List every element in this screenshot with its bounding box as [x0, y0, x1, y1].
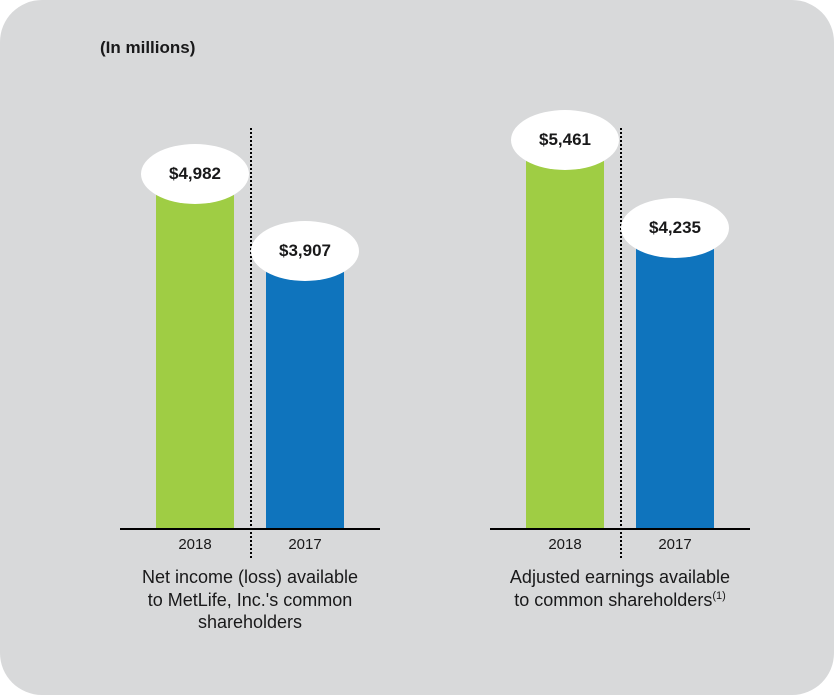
bar-area: $4,982 $3,907 [120, 90, 380, 530]
bar-area: $5,461 $4,235 [490, 90, 750, 530]
year-label-2017: 2017 [266, 536, 344, 553]
year-divider [250, 128, 252, 558]
bar-2018 [526, 140, 604, 530]
chart-panel: (In millions) $4,982 $3,907 2018 2017 Ne… [0, 0, 834, 695]
x-axis-baseline [490, 528, 750, 530]
year-label-2018: 2018 [156, 536, 234, 553]
value-ellipse-2017: $3,907 [251, 221, 359, 281]
bar-2017 [636, 228, 714, 530]
chart-net-income: $4,982 $3,907 2018 2017 Net income (loss… [100, 90, 400, 634]
year-row: 2018 2017 [490, 536, 750, 558]
unit-label: (In millions) [100, 38, 195, 58]
year-label-2018: 2018 [526, 536, 604, 553]
value-label: $5,461 [539, 130, 591, 150]
year-row: 2018 2017 [120, 536, 380, 558]
value-label: $4,982 [169, 164, 221, 184]
value-ellipse-2017: $4,235 [621, 198, 729, 258]
bar-2017 [266, 251, 344, 530]
value-label: $4,235 [649, 218, 701, 238]
value-ellipse-2018: $4,982 [141, 144, 249, 204]
year-label-2017: 2017 [636, 536, 714, 553]
value-label: $3,907 [279, 241, 331, 261]
chart-adjusted-earnings: $5,461 $4,235 2018 2017 Adjusted earning… [470, 90, 770, 611]
chart-caption: Net income (loss) availableto MetLife, I… [120, 566, 380, 634]
bar-2018 [156, 174, 234, 530]
x-axis-baseline [120, 528, 380, 530]
year-divider [620, 128, 622, 558]
chart-caption: Adjusted earnings availableto common sha… [490, 566, 750, 611]
value-ellipse-2018: $5,461 [511, 110, 619, 170]
